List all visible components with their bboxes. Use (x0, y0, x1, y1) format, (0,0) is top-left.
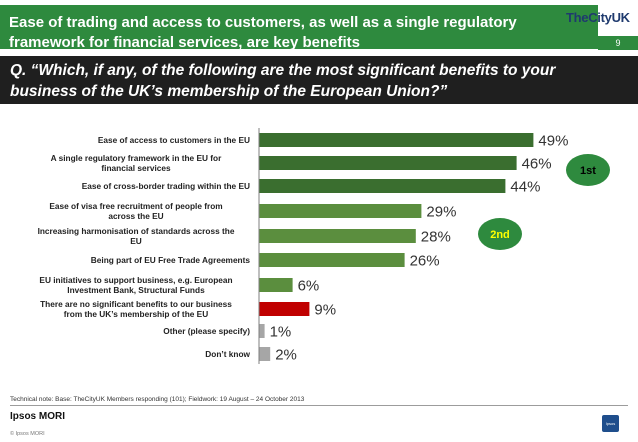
header: Ease of trading and access to customers,… (0, 0, 638, 52)
value-label: 1% (270, 324, 292, 341)
category-label: Other (please specify) (163, 326, 250, 336)
page-number: 9 (598, 36, 638, 50)
bar (259, 324, 265, 338)
category-label: Ease of access to customers in the EU (98, 135, 250, 145)
thecityuk-logo: TheCityUK (566, 10, 630, 25)
value-label: 6% (298, 278, 320, 295)
category-label: Increasing harmonisation of standards ac… (38, 226, 235, 246)
category-label: Ease of cross-border trading within the … (82, 181, 250, 191)
value-label: 46% (522, 156, 552, 173)
category-label: EU initiatives to support business, e.g.… (39, 275, 232, 295)
category-label: Ease of visa free recruitment of people … (49, 201, 222, 221)
category-label: A single regulatory framework in the EU … (51, 153, 223, 173)
question-bar: Q. “Which, if any, of the following are … (0, 56, 638, 104)
category-label: Don’t know (205, 349, 250, 359)
value-label: 28% (421, 229, 451, 246)
bar (259, 156, 517, 170)
category-label: There are no significant benefits to our… (40, 299, 232, 319)
ipsos-badge-icon: Ipsos (602, 415, 619, 432)
footer-divider (10, 405, 628, 406)
header-band: Ease of trading and access to customers,… (0, 5, 598, 51)
bar (259, 179, 506, 193)
bar (259, 253, 405, 267)
bar (259, 347, 271, 361)
bar (259, 229, 416, 243)
value-label: 44% (510, 179, 540, 196)
bar (259, 302, 310, 316)
value-label: 2% (275, 347, 297, 364)
bar (259, 204, 422, 218)
benefits-bar-chart: 49% Ease of access to customers in the EU… (38, 128, 610, 364)
rank-badge (566, 154, 610, 186)
rank-badge-label: 2nd (490, 229, 510, 241)
category-label: Being part of EU Free Trade Agreements (91, 255, 251, 265)
survey-question: Q. “Which, if any, of the following are … (10, 62, 556, 100)
page-title: Ease of trading and access to customers,… (9, 14, 517, 51)
bar (259, 133, 534, 147)
rank-badge (478, 218, 522, 250)
copyright-text: © Ipsos MORI (10, 431, 45, 437)
rank-badge-label: 1st (580, 165, 596, 177)
bar (259, 278, 293, 292)
value-label: 9% (314, 302, 336, 319)
value-label: 49% (538, 133, 568, 150)
value-label: 29% (426, 204, 456, 221)
technical-note: Technical note: Base: TheCityUK Members … (10, 396, 305, 403)
value-label: 26% (410, 253, 440, 270)
ipsos-mori-logo: Ipsos MORI (10, 411, 66, 422)
